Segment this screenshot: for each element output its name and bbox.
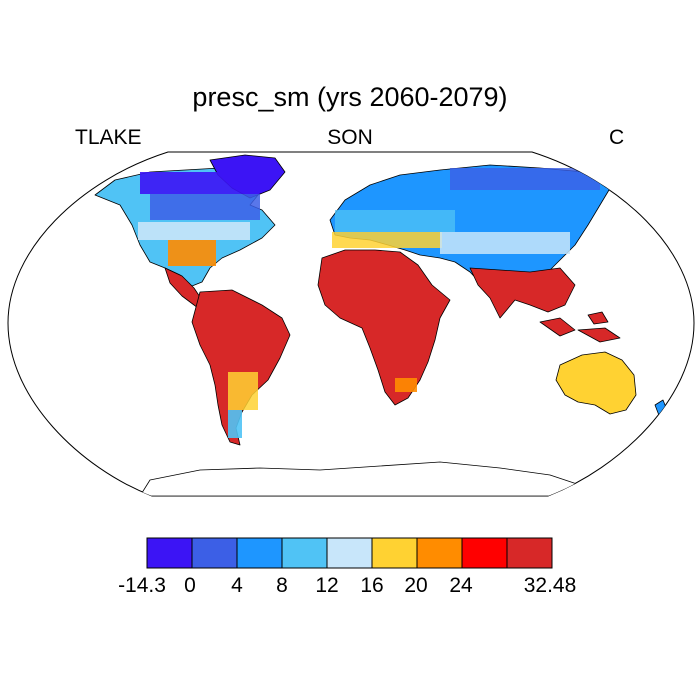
south-africa-patch <box>395 378 417 392</box>
africa-land <box>317 249 451 406</box>
colorbar-box <box>326 537 373 569</box>
indonesia-land <box>539 311 621 343</box>
colorbar-box <box>281 537 328 569</box>
colorbar-label: 12 <box>315 574 338 597</box>
patagonia-patch <box>228 410 242 438</box>
colorbar-box <box>506 537 553 569</box>
units-label: C <box>609 126 625 149</box>
variable-label: TLAKE <box>75 126 142 149</box>
colorbar-box <box>461 537 508 569</box>
colorbar-label: 24 <box>449 574 473 597</box>
central-asia-patch <box>440 232 570 254</box>
canada-arctic-patch <box>140 172 255 194</box>
antarctica-land <box>139 461 581 496</box>
colorbar-label: 8 <box>276 574 288 597</box>
canada-patch <box>150 194 260 220</box>
colorbar-box <box>371 537 418 569</box>
colorbar-label: 4 <box>231 574 243 597</box>
mediterranean-patch <box>332 232 442 248</box>
season-label: SON <box>327 126 373 149</box>
argentina-patch <box>228 372 258 410</box>
map-title: presc_sm (yrs 2060-2079) <box>192 82 508 112</box>
usa-south-patch <box>168 240 216 266</box>
colorbar-label: -14.3 <box>118 574 166 597</box>
australia-land <box>555 351 637 415</box>
colorbar-label: 32.48 <box>524 574 577 597</box>
europe-patch <box>335 210 455 232</box>
colorbar-box <box>146 537 193 569</box>
south-asia-land <box>469 267 576 319</box>
colorbar-label: 0 <box>184 574 196 597</box>
colorbar-label: 20 <box>404 574 427 597</box>
colorbar-label: 16 <box>360 574 383 597</box>
colorbar-box <box>191 537 238 569</box>
usa-north-patch <box>138 222 250 240</box>
colorbar-box <box>416 537 463 569</box>
siberia-patch <box>450 168 600 190</box>
colorbar-box <box>236 537 283 569</box>
